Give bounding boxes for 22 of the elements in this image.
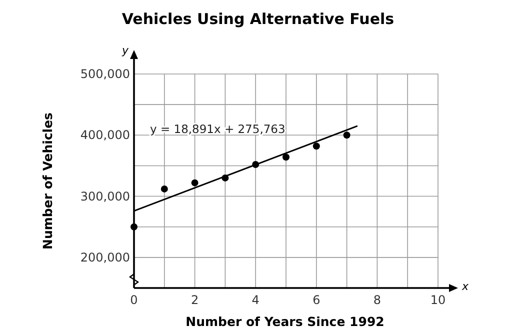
x-tick-label: 2: [190, 293, 199, 307]
y-axis-title: Number of Vehicles: [40, 112, 55, 250]
y-tick-label: 400,000: [80, 128, 130, 142]
point: [282, 154, 290, 161]
y-tick-label: 200,000: [80, 250, 130, 264]
x-tick-label: 6: [312, 293, 320, 307]
point: [130, 223, 138, 230]
x-tick-label: 8: [373, 293, 382, 307]
x-axis-title: Number of Years Since 1992: [186, 314, 384, 329]
point: [191, 179, 198, 186]
point: [160, 185, 168, 192]
y-tick-label: 300,000: [80, 189, 130, 204]
text: x: [461, 280, 469, 293]
x-tick-label: 4: [252, 293, 260, 307]
chart-title: Vehicles Using Alternative Fuels: [122, 10, 394, 28]
x-tick-label: 10: [430, 293, 446, 307]
point: [343, 132, 350, 139]
text: y: [121, 44, 129, 57]
y-tick-label: 500,000: [80, 67, 130, 81]
point: [312, 142, 320, 150]
x-tick-label: 0: [130, 293, 138, 307]
annotation: y = 18,891x + 275,763: [150, 122, 286, 136]
